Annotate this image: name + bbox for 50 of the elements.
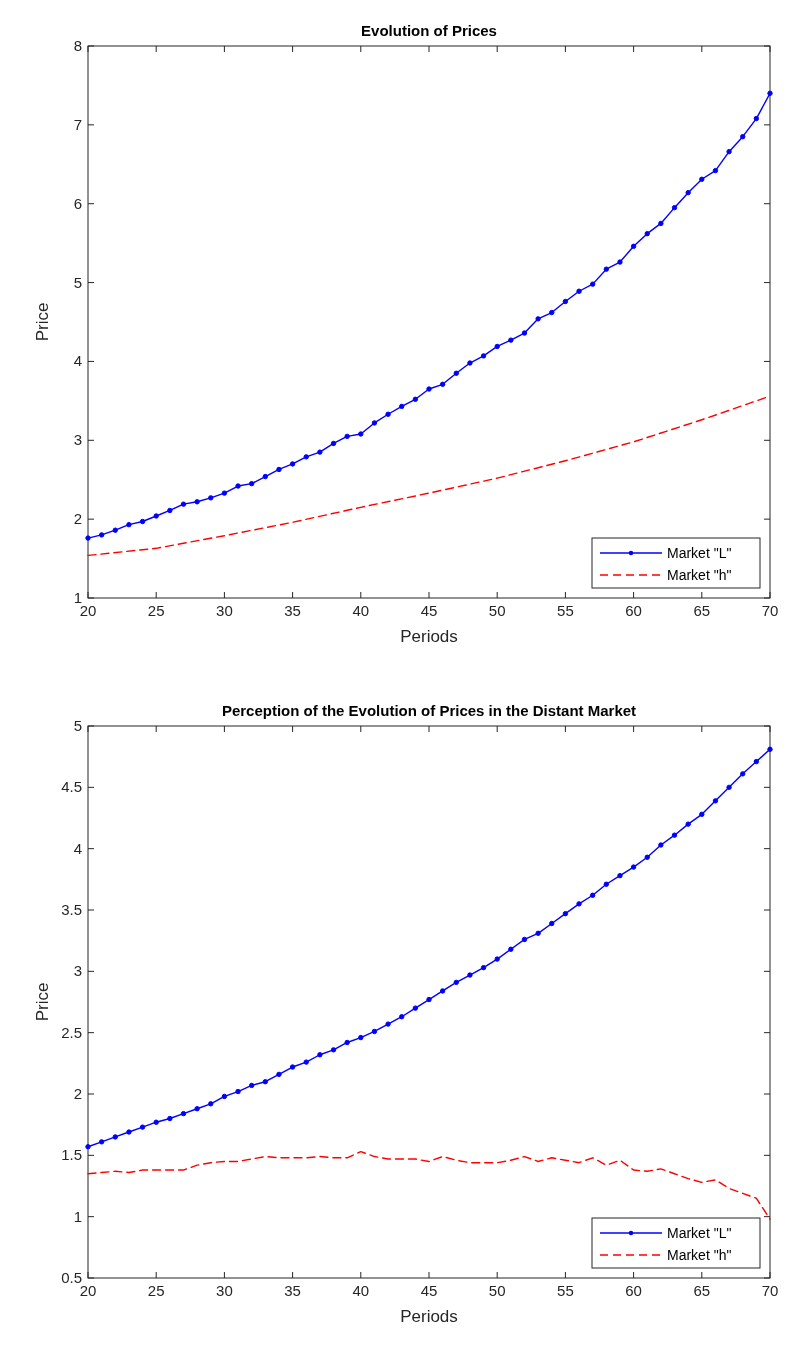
y-tick-label: 3 [73, 962, 82, 980]
x-tick-label: 60 [625, 1282, 642, 1299]
x-tick-label: 30 [216, 1282, 233, 1299]
legend-label: Market "L" [667, 545, 732, 561]
y-tick-label: 4 [73, 352, 82, 370]
x-tick-label: 40 [352, 1282, 370, 1299]
x-tick-label: 55 [557, 602, 574, 619]
y-tick-label: 5 [73, 273, 82, 291]
x-tick-label: 45 [420, 1282, 438, 1299]
y-axis-title: Price [33, 982, 52, 1022]
y-tick-label: 1 [73, 589, 82, 606]
y-axis-title: Price [33, 302, 52, 342]
y-tick-label: 4 [73, 839, 82, 857]
x-tick-label: 65 [693, 602, 711, 619]
y-tick-label: 0.5 [61, 1269, 82, 1286]
y-tick-label: 1 [73, 1207, 82, 1225]
x-tick-label: 20 [79, 1282, 97, 1299]
x-tick-label: 35 [284, 1282, 301, 1299]
x-tick-label: 60 [625, 602, 642, 619]
x-tick-label: 65 [693, 1282, 711, 1299]
legend-label: Market "h" [667, 567, 732, 583]
legend-label: Market "L" [667, 1225, 732, 1241]
y-tick-label: 2.5 [61, 1023, 82, 1041]
y-tick-label: 4.5 [61, 778, 82, 796]
x-tick-label: 45 [420, 602, 438, 619]
y-tick-label: 7 [73, 115, 82, 133]
chart-title: Evolution of Prices [361, 22, 497, 39]
y-tick-label: 1.5 [61, 1146, 82, 1164]
x-tick-label: 20 [79, 602, 97, 619]
x-tick-label: 70 [761, 602, 779, 619]
y-tick-label: 8 [73, 37, 82, 54]
y-tick-label: 3.5 [61, 901, 82, 918]
x-axis-title: Periods [400, 1307, 458, 1326]
y-tick-label: 2 [73, 1085, 82, 1102]
legend-label: Market "h" [667, 1247, 732, 1263]
x-tick-label: 40 [352, 602, 370, 619]
x-tick-label: 50 [488, 602, 506, 619]
x-axis-title: Periods [400, 627, 458, 646]
y-tick-label: 5 [73, 717, 82, 734]
y-tick-label: 6 [73, 194, 82, 212]
x-tick-label: 35 [284, 602, 301, 619]
x-tick-label: 25 [147, 602, 165, 619]
x-tick-label: 50 [488, 1282, 506, 1299]
chart-title: Perception of the Evolution of Prices in the Distant Market [221, 702, 637, 719]
x-tick-label: 70 [761, 1282, 779, 1299]
x-tick-label: 25 [147, 1282, 165, 1299]
x-tick-label: 30 [216, 602, 233, 619]
x-tick-label: 55 [557, 1282, 574, 1299]
y-tick-label: 3 [73, 431, 82, 449]
y-tick-label: 2 [73, 510, 82, 528]
